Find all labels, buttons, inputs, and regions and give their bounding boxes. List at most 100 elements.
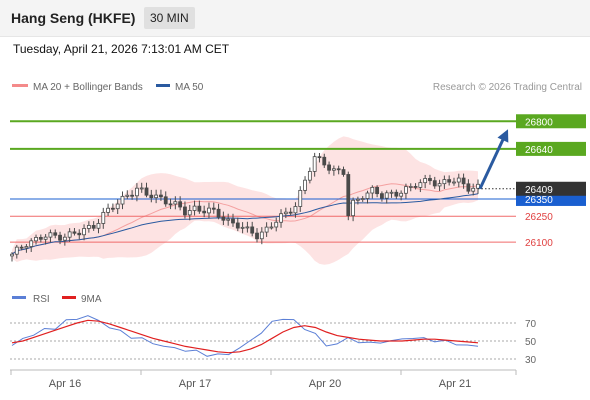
candle-body xyxy=(355,198,360,201)
candle-body xyxy=(283,211,288,215)
level-label-26640: 26640 xyxy=(525,145,553,156)
rsi-panel: 70 50 30 xyxy=(10,315,537,366)
candle-body xyxy=(322,156,327,166)
level-label-26800: 26800 xyxy=(525,117,553,128)
candle-body xyxy=(303,179,307,191)
candle-body xyxy=(428,178,432,182)
candle-body xyxy=(72,231,77,234)
candle-body xyxy=(288,211,293,214)
candle-body xyxy=(432,180,437,187)
candle-body xyxy=(269,226,274,229)
price-panel: 26800 26640 26350 26250 26100 26409 xyxy=(10,114,586,265)
level-tag-26640 xyxy=(516,141,586,156)
candle-body xyxy=(466,183,471,192)
research-credit: Research © 2026 Trading Central xyxy=(433,82,582,93)
candle-body xyxy=(207,207,211,214)
candle-body xyxy=(115,203,120,210)
candle-body xyxy=(202,210,207,214)
candle-body xyxy=(149,194,154,199)
candle-body xyxy=(19,246,24,249)
ma20-legend-label: MA 20 + Bollinger Bands xyxy=(33,82,143,93)
rsi-tick-30: 30 xyxy=(525,355,537,366)
candle-body xyxy=(183,206,187,216)
candle-body xyxy=(192,205,197,211)
candle-body xyxy=(418,182,423,188)
candle-body xyxy=(38,236,43,240)
candle-body xyxy=(264,226,269,233)
candle-body xyxy=(336,168,341,171)
candle-body xyxy=(293,206,298,214)
candle-body xyxy=(370,186,375,194)
rsi-legend-swatch xyxy=(12,296,26,299)
candle-body xyxy=(404,186,408,194)
candle-body xyxy=(351,199,355,217)
candle-body xyxy=(380,193,384,199)
candle-body xyxy=(437,183,442,187)
level-label-26100: 26100 xyxy=(525,238,553,249)
candle-body xyxy=(408,186,413,188)
rsi-tick-50: 50 xyxy=(525,337,537,348)
candle-body xyxy=(413,186,418,188)
rsi-ma-legend-swatch xyxy=(62,296,76,299)
rsi-ma-legend-label: 9MA xyxy=(81,294,102,305)
x-tick-label-Apr-21: Apr 21 xyxy=(439,378,471,390)
candle-body xyxy=(53,232,58,236)
instrument-title: Hang Seng (HKFE) xyxy=(11,10,136,26)
candle-body xyxy=(461,177,466,185)
chart-datetime: Tuesday, April 21, 2026 7:13:01 AM CET xyxy=(13,42,230,56)
candle-body xyxy=(14,246,19,255)
candle-body xyxy=(456,177,461,183)
last-price-label: 26409 xyxy=(525,185,553,196)
candle-body xyxy=(317,156,322,159)
candle-body xyxy=(298,189,303,207)
candle-body xyxy=(144,187,149,196)
candle-body xyxy=(159,194,163,198)
candle-body xyxy=(67,231,72,238)
candle-body xyxy=(327,164,331,171)
candle-body xyxy=(197,205,202,212)
candle-body xyxy=(389,191,394,194)
rsi-series-9MA xyxy=(11,319,479,354)
candle-body xyxy=(187,210,192,216)
candle-body xyxy=(130,194,135,197)
candle-body xyxy=(384,192,389,199)
candle-body xyxy=(86,225,91,229)
candle-body xyxy=(245,226,250,229)
last-price-tag xyxy=(516,181,586,196)
ma50-legend-swatch xyxy=(156,84,170,87)
candle-body xyxy=(240,226,245,229)
candle-body xyxy=(173,201,178,205)
candle-body xyxy=(365,192,370,199)
candle-body xyxy=(82,228,86,236)
candle-body xyxy=(10,253,14,257)
candle-body xyxy=(91,225,96,229)
candle-body xyxy=(341,169,346,175)
candle-body xyxy=(259,231,264,240)
candle-body xyxy=(135,187,139,197)
ma50-line xyxy=(11,193,479,255)
candle-body xyxy=(307,171,312,181)
candle-body xyxy=(231,218,235,224)
ma20-legend-swatch xyxy=(12,84,28,87)
candle-body xyxy=(48,232,53,238)
candle-body xyxy=(375,186,380,195)
candle-body xyxy=(125,194,130,197)
candle-body xyxy=(442,179,447,185)
rsi-legend-label: RSI xyxy=(33,294,50,305)
candle-body xyxy=(399,192,404,197)
candle-body xyxy=(58,234,62,241)
candle-body xyxy=(106,207,110,213)
candle-body xyxy=(178,201,183,208)
level-tag-26800 xyxy=(516,114,586,129)
candle-body xyxy=(154,194,159,199)
timeframe-badge[interactable]: 30 MIN xyxy=(144,7,195,29)
candle-body xyxy=(394,191,399,197)
candle-body xyxy=(452,181,456,184)
x-tick-label-Apr-16: Apr 16 xyxy=(49,378,81,390)
candle-body xyxy=(360,198,365,200)
candle-body xyxy=(34,236,38,242)
level-label-26250: 26250 xyxy=(525,212,553,223)
candle-body xyxy=(139,187,144,190)
forecast-arrow-shaft xyxy=(478,134,507,190)
